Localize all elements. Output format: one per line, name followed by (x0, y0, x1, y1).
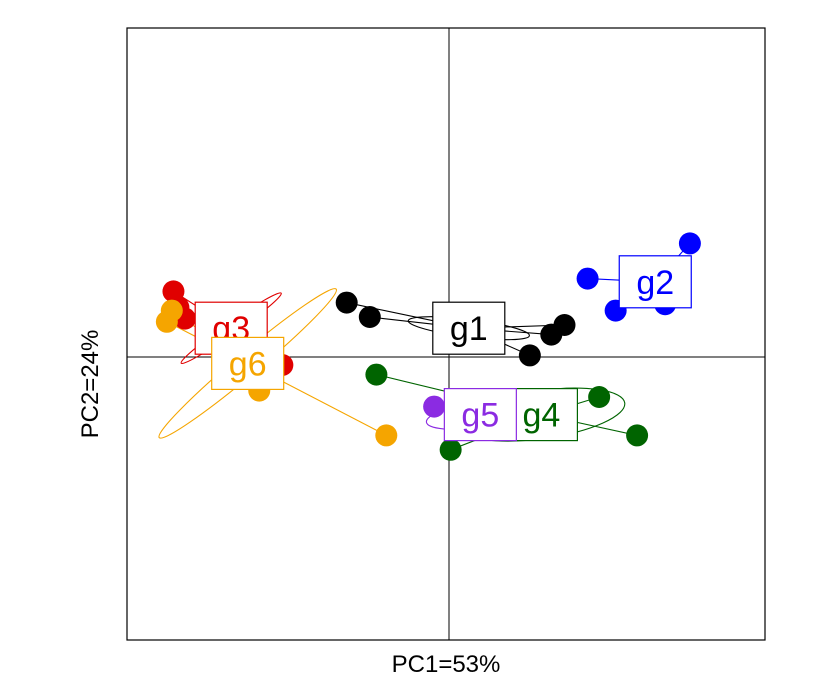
point-g1-1 (335, 291, 358, 314)
label-box-g4 (504, 388, 578, 442)
label-g4: g4 (504, 388, 578, 442)
x-axis-title: PC1=53% (392, 651, 501, 678)
label-text-g4: g4 (522, 397, 560, 435)
label-box-g5 (443, 388, 517, 442)
point-g2-1 (678, 232, 701, 255)
label-text-g6: g6 (229, 345, 267, 383)
label-g1: g1 (432, 301, 506, 355)
label-box-g1 (432, 301, 506, 355)
point-g4-5 (439, 438, 462, 461)
label-g6: g6 (211, 336, 285, 390)
point-g2-2 (576, 267, 599, 290)
point-g6-2 (155, 310, 178, 333)
point-g1-4 (540, 323, 563, 346)
label-text-g2: g2 (636, 264, 674, 302)
point-g6-4 (375, 424, 398, 447)
label-text-g5: g5 (461, 397, 499, 435)
point-g1-5 (518, 344, 541, 367)
point-g4-2 (588, 386, 611, 408)
label-g5: g5 (443, 388, 517, 442)
label-box-g2 (618, 255, 692, 309)
label-box-g6 (211, 336, 285, 390)
y-axis-title: PC2=24% (77, 330, 104, 439)
point-g1-2 (358, 306, 381, 328)
point-g4-3 (626, 424, 649, 447)
label-g2: g2 (618, 255, 692, 309)
point-g5-1 (423, 395, 446, 418)
plot-frame (126, 27, 766, 641)
label-text-g1: g1 (450, 310, 488, 348)
point-g4-1 (365, 363, 388, 386)
